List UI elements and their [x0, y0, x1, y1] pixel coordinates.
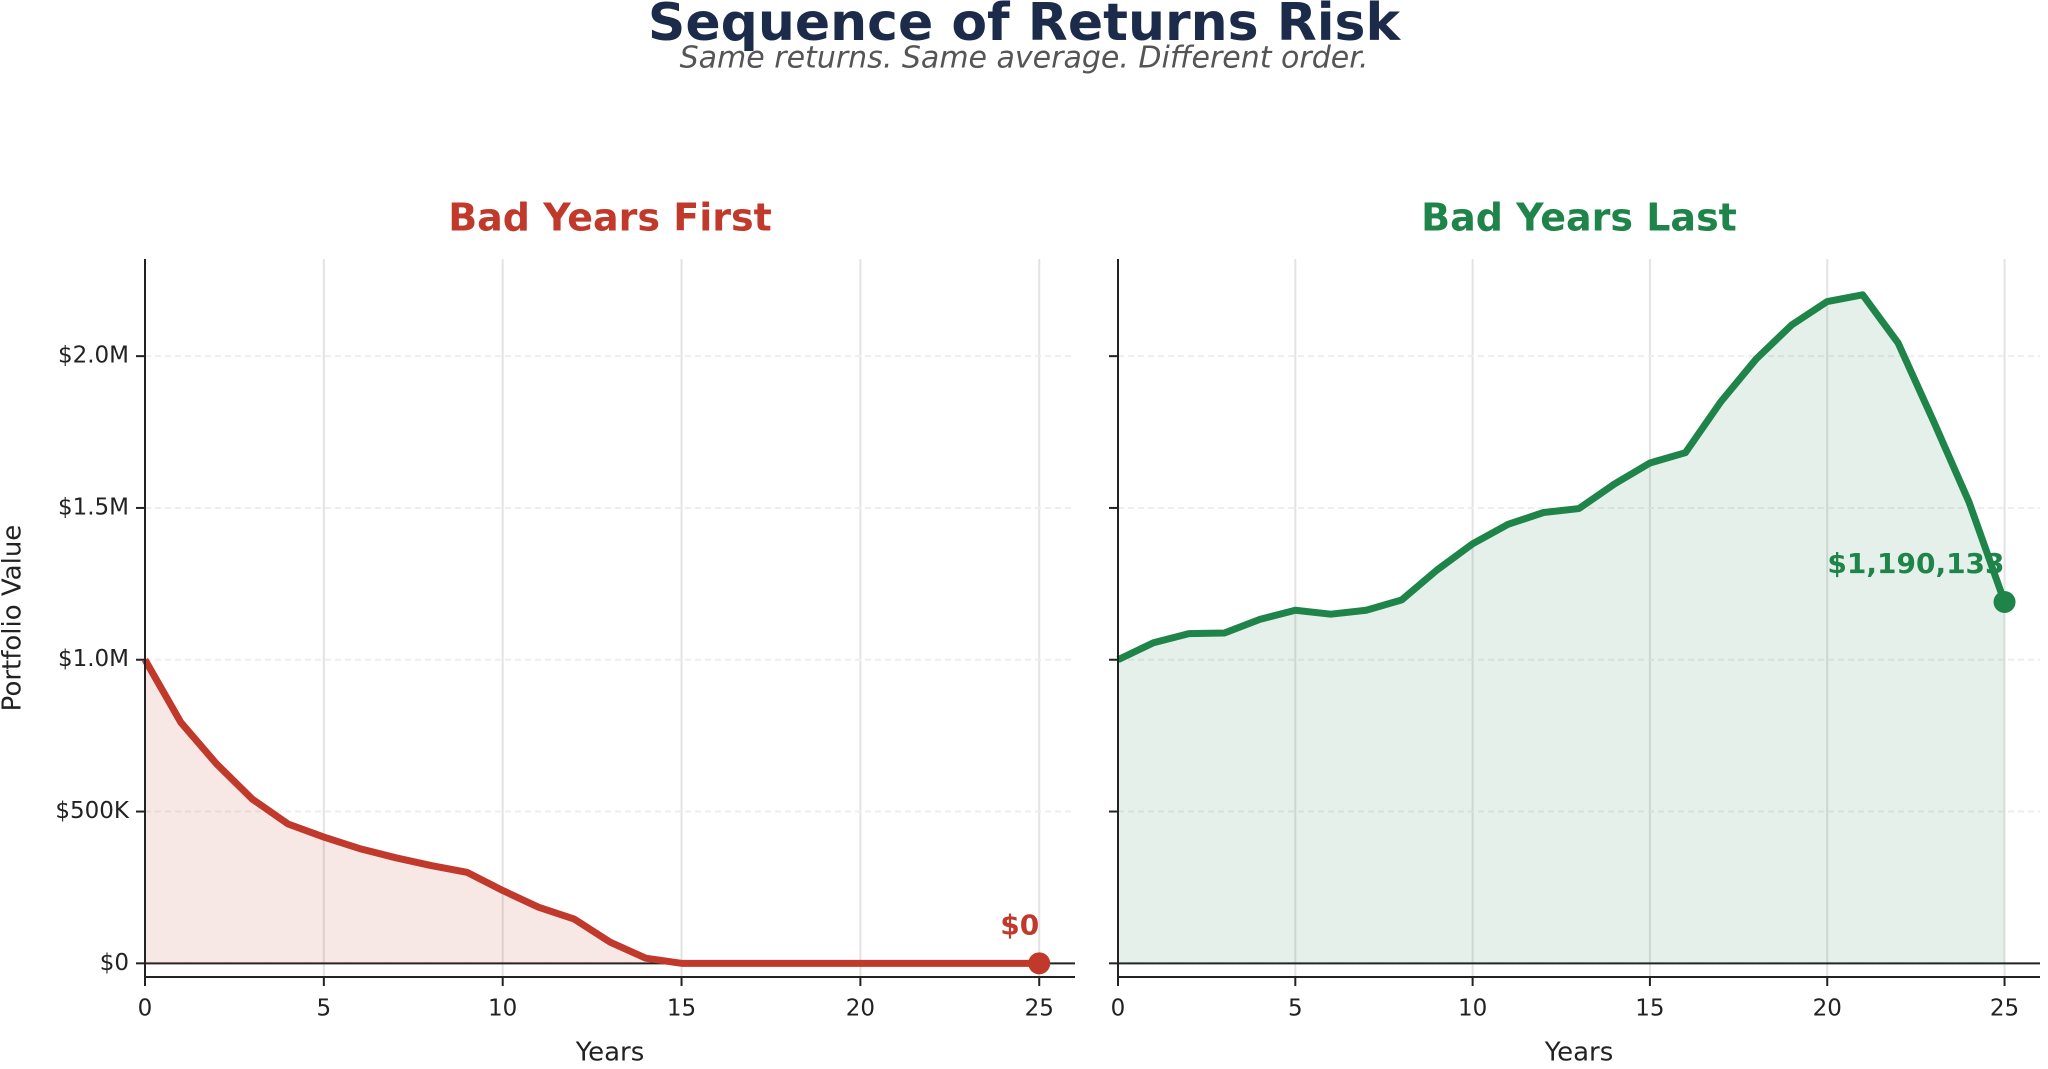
value-label: $1,190,133 [1827, 547, 2004, 580]
x-tick-label: 25 [1025, 996, 1054, 1022]
y-tick-label: $0 [100, 950, 129, 976]
value-label: $0 [1000, 908, 1039, 941]
figure-subtitle: Same returns. Same average. Different or… [680, 41, 1369, 76]
x-tick-label: 20 [846, 996, 875, 1022]
area-fill [1118, 294, 2005, 964]
y-axis-label: Portfolio Value [0, 525, 28, 712]
x-tick-label: 25 [1990, 996, 2019, 1022]
x-tick-label: 15 [667, 996, 696, 1022]
line [141, 658, 1040, 967]
area-fill [145, 659, 1040, 964]
x-axis-label: Years [575, 1038, 645, 1068]
x-tick-label: 20 [1813, 996, 1842, 1022]
line [1116, 291, 2008, 663]
panel-title: Bad Years Last [1421, 196, 1737, 240]
x-tick-label: 15 [1635, 996, 1664, 1022]
panel-title: Bad Years First [448, 196, 772, 240]
x-tick-label: 5 [1288, 996, 1303, 1022]
y-tick-label: $2.0M [58, 343, 129, 369]
x-tick-label: 10 [488, 996, 517, 1022]
x-axis-label: Years [1544, 1038, 1614, 1068]
x-tick-label: 10 [1458, 996, 1487, 1022]
end-marker [1028, 952, 1051, 975]
y-tick-label: $1.0M [58, 646, 129, 672]
y-tick-label: $500K [55, 798, 130, 824]
y-tick-label: $1.5M [58, 494, 129, 520]
end-marker [1993, 591, 2016, 614]
x-tick-label: 0 [138, 996, 153, 1022]
x-tick-label: 5 [317, 996, 332, 1022]
figure-title: Sequence of Returns Risk [648, 0, 1402, 53]
x-tick-label: 0 [1111, 996, 1126, 1022]
